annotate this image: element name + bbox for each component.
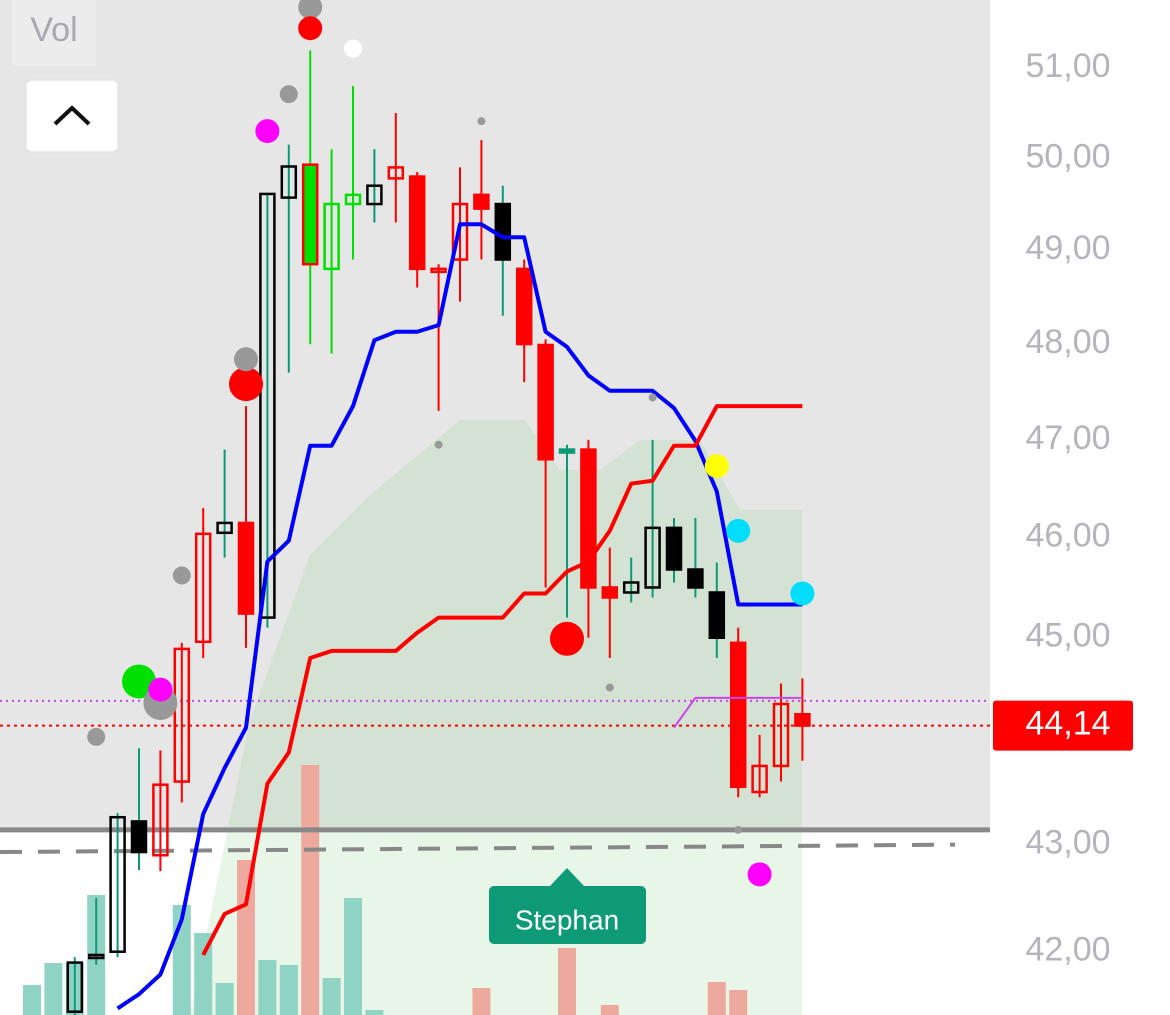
candle-body	[687, 568, 704, 589]
signal-marker	[255, 119, 280, 144]
candle-body	[66, 961, 84, 1013]
indicator-box	[12, 0, 96, 66]
volume-bar	[729, 990, 748, 1015]
candle-body	[323, 202, 340, 271]
signal-marker	[279, 85, 298, 104]
trendline	[0, 842, 956, 855]
signal-marker	[790, 581, 815, 606]
candle-body	[344, 193, 362, 206]
y-tick-label: 48,00	[1025, 323, 1110, 361]
signal-marker	[234, 347, 258, 372]
signal-marker	[648, 393, 657, 402]
candle-body	[280, 165, 298, 199]
candle-body	[430, 267, 447, 274]
annotation-pointer	[550, 868, 584, 886]
signal-marker	[550, 621, 584, 656]
candle-body	[558, 448, 576, 454]
price-tag-label: 44,14	[1025, 705, 1110, 743]
candle-body	[515, 267, 533, 346]
volume-bar	[344, 898, 362, 1015]
y-tick-label: 45,00	[1025, 617, 1110, 655]
signal-marker	[298, 0, 323, 20]
candle-body	[644, 526, 661, 589]
cloud	[190, 420, 802, 1015]
price-tag	[993, 700, 1133, 751]
signal-marker	[229, 367, 263, 402]
signal-marker	[87, 727, 106, 746]
signal-marker	[148, 677, 173, 702]
candle-body	[665, 526, 683, 571]
candle-body	[794, 712, 811, 727]
signal-marker	[172, 566, 191, 585]
y-tick-label: 47,00	[1025, 419, 1110, 457]
y-tick-label: 46,00	[1025, 517, 1110, 555]
chevron-icon	[53, 105, 91, 126]
candle-body	[387, 166, 405, 180]
collapse-button[interactable]	[25, 79, 119, 153]
candle-body	[601, 586, 619, 599]
volume-bar	[472, 988, 491, 1015]
signal-marker	[734, 825, 743, 834]
y-tick-label: 50,00	[1025, 137, 1110, 175]
volume-bar	[322, 978, 341, 1015]
indicator-line	[673, 696, 803, 729]
candle-body	[259, 192, 276, 619]
candle-body	[216, 521, 233, 535]
volume-bar	[215, 983, 234, 1015]
signal-marker	[726, 518, 751, 543]
annotation-label: Stephan	[515, 904, 619, 935]
candle-body	[87, 953, 105, 960]
volume-bar	[558, 948, 576, 1015]
volume-bar	[707, 982, 726, 1015]
volume-bar	[301, 765, 320, 1015]
volume-bar	[365, 1010, 384, 1015]
volume-bar	[23, 985, 41, 1015]
y-tick-label: 49,00	[1025, 229, 1110, 267]
volume-bar	[279, 965, 298, 1015]
plot-layer	[0, 0, 990, 1015]
candle-body	[237, 521, 255, 615]
candle-body	[194, 532, 212, 644]
signal-marker	[434, 440, 443, 449]
indicator-label: Vol	[30, 11, 77, 49]
candle-body	[130, 820, 148, 854]
candle-body	[622, 581, 640, 594]
candle-body	[173, 647, 191, 783]
signal-marker	[747, 862, 772, 887]
candle-body	[708, 591, 726, 640]
signal-marker	[344, 39, 362, 58]
candle-body	[109, 815, 126, 953]
candle-body	[152, 783, 169, 857]
candle-body	[751, 764, 768, 794]
volume-bar	[44, 963, 63, 1015]
signal-marker	[605, 683, 614, 692]
candle-body	[473, 193, 490, 210]
annotation-box	[489, 886, 646, 944]
candle-body	[537, 343, 554, 461]
indicator-line	[116, 222, 803, 1011]
y-tick-label: 51,00	[1025, 47, 1110, 85]
signal-marker	[477, 117, 486, 126]
signal-marker	[298, 16, 323, 41]
candle-body	[408, 175, 426, 271]
signal-marker	[122, 664, 156, 699]
signal-marker	[704, 454, 729, 479]
candle-body	[729, 641, 747, 789]
candle-body	[494, 202, 512, 261]
candle-body	[580, 448, 597, 589]
y-tick-label: 43,00	[1025, 824, 1110, 862]
candle-body	[772, 702, 790, 768]
volume-bar	[258, 960, 277, 1015]
indicator-line	[201, 404, 803, 956]
candle-body	[301, 163, 319, 266]
candle-body	[451, 202, 469, 261]
volume-bar	[600, 1005, 619, 1015]
y-tick-label: 42,00	[1025, 931, 1110, 969]
candle-body	[366, 184, 383, 206]
volume-bar	[237, 860, 255, 1015]
volume-bar	[194, 933, 213, 1015]
